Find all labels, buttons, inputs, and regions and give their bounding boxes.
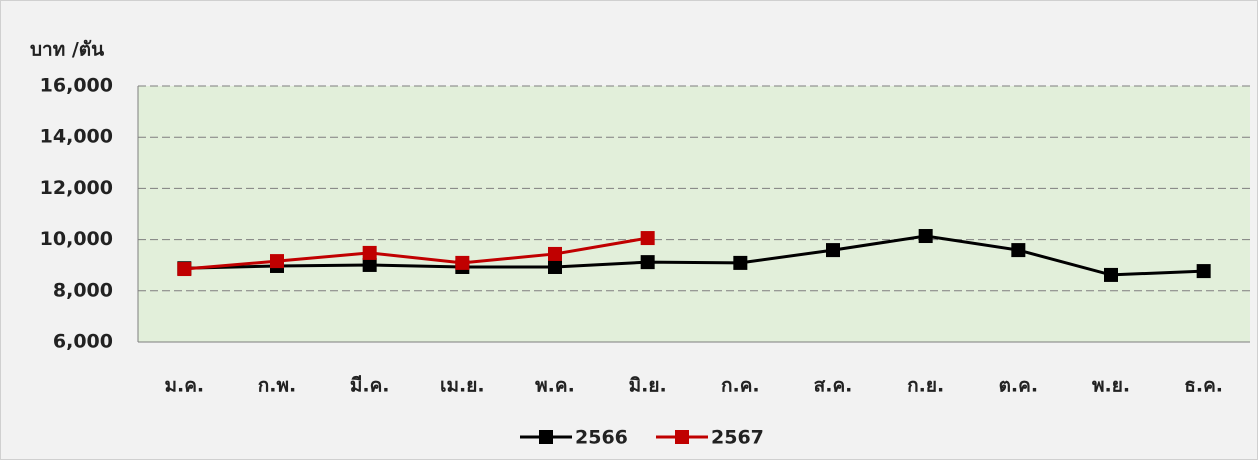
point-marker: [455, 255, 470, 270]
x-tick-label: พ.ค.: [535, 375, 575, 397]
point-marker: [1196, 264, 1211, 279]
point-marker: [826, 243, 840, 258]
x-tick-label: ก.ย.: [907, 375, 944, 397]
point-marker: [733, 255, 748, 270]
legend-label: 2567: [711, 427, 764, 449]
legend-marker: [675, 430, 689, 444]
y-tick-label: 10,000: [40, 228, 113, 250]
point-marker: [177, 262, 192, 277]
legend-marker: [539, 430, 553, 444]
x-tick-label: ส.ค.: [814, 375, 853, 397]
x-tick-label: พ.ย.: [1092, 375, 1130, 397]
y-axis-label: บาท /ตัน: [30, 39, 104, 61]
x-tick-label: ธ.ค.: [1184, 375, 1223, 397]
x-tick-label: ม.ค.: [164, 375, 204, 397]
x-tick-label: มิ.ย.: [629, 375, 667, 397]
y-tick-label: 16,000: [40, 75, 113, 97]
point-marker: [362, 245, 377, 260]
x-tick-label: เม.ย.: [440, 375, 485, 397]
y-tick-label: 6,000: [53, 331, 113, 353]
plot-area: [138, 86, 1250, 342]
x-tick-label: ต.ค.: [999, 375, 1038, 397]
y-tick-label: 8,000: [53, 279, 113, 301]
legend-label: 2566: [575, 427, 628, 449]
x-tick-label: ก.ค.: [721, 375, 760, 397]
point-marker: [362, 257, 377, 272]
point-marker: [1011, 243, 1026, 258]
point-marker: [640, 231, 655, 246]
y-tick-label: 12,000: [40, 177, 113, 199]
x-tick-label: ก.พ.: [258, 375, 296, 397]
point-marker: [1104, 267, 1118, 282]
x-tick-label: มี.ค.: [350, 375, 390, 397]
point-marker: [548, 246, 562, 261]
series-line: [184, 236, 648, 271]
series-line: [184, 234, 1204, 277]
point-marker: [640, 255, 655, 270]
point-marker: [918, 229, 933, 244]
point-marker: [548, 259, 562, 274]
y-tick-label: 14,000: [40, 126, 113, 148]
point-marker: [270, 254, 284, 269]
